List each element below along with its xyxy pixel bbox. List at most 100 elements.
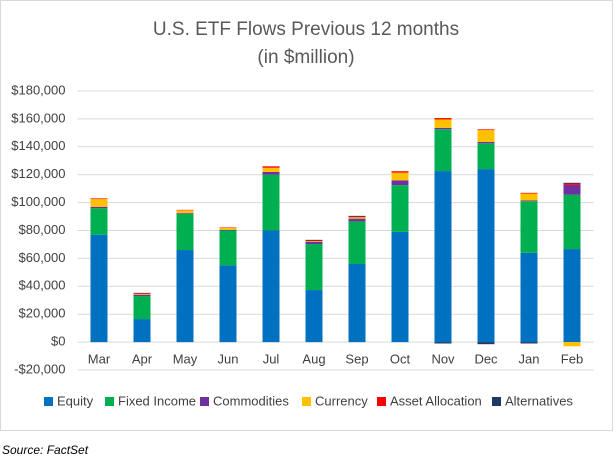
bar-segment xyxy=(262,174,280,231)
bar-segment xyxy=(305,241,323,242)
bar-segment xyxy=(520,342,538,344)
bar-segment xyxy=(391,231,409,343)
bar-segment xyxy=(391,180,409,186)
bar-segment xyxy=(434,118,452,120)
x-tick-label: Sep xyxy=(345,351,368,366)
bar-segment xyxy=(176,250,194,343)
x-tick-label: Dec xyxy=(474,351,498,366)
x-tick-label: Apr xyxy=(132,351,153,366)
bar-segment xyxy=(391,171,409,173)
bar-segment xyxy=(133,293,151,294)
legend-swatch xyxy=(44,397,53,406)
bar-segment xyxy=(477,129,495,131)
y-tick-label: $140,000 xyxy=(11,138,65,153)
bar-segment xyxy=(348,221,366,264)
bar-segment xyxy=(305,239,323,241)
bar-segment xyxy=(133,319,151,343)
chart-title: U.S. ETF Flows Previous 12 months xyxy=(153,19,459,40)
y-tick-label: -$20,000 xyxy=(14,361,65,376)
bar-segment xyxy=(477,141,495,144)
bar-segment xyxy=(219,227,237,230)
source-note: Source: FactSet xyxy=(2,443,89,457)
bar-segment xyxy=(262,166,280,168)
x-tick-label: Feb xyxy=(561,351,583,366)
bar-segment xyxy=(434,127,452,130)
bar-segment xyxy=(176,210,194,214)
legend-swatch xyxy=(492,397,501,406)
bar-segment xyxy=(477,342,495,345)
bar-segment xyxy=(348,218,366,222)
x-tick-label: Jan xyxy=(519,351,540,366)
legend-label: Equity xyxy=(57,393,94,408)
bar-segment xyxy=(520,200,538,202)
y-tick-label: $180,000 xyxy=(11,82,65,97)
legend-label: Fixed Income xyxy=(118,393,196,408)
bar-segment xyxy=(219,229,237,231)
bar-segment xyxy=(391,185,409,232)
bar-segment xyxy=(434,129,452,172)
bar-segment xyxy=(348,215,366,217)
x-tick-label: Oct xyxy=(390,351,411,366)
bar-segment xyxy=(477,169,495,343)
y-tick-label: $160,000 xyxy=(11,110,65,125)
bar-segment xyxy=(563,342,581,347)
bar-segment xyxy=(262,171,280,175)
y-tick-label: $0 xyxy=(51,334,65,349)
bar-segment xyxy=(90,199,108,207)
legend-label: Asset Allocation xyxy=(390,393,482,408)
bar-segment xyxy=(90,208,108,235)
x-tick-label: Aug xyxy=(302,351,325,366)
bar-segment xyxy=(305,244,323,291)
bar-segment xyxy=(477,130,495,142)
legend-swatch xyxy=(105,397,114,406)
bar-segment xyxy=(520,201,538,253)
chart-subtitle: (in $million) xyxy=(257,47,354,68)
bar-segment xyxy=(262,167,280,172)
bar-segment xyxy=(90,198,108,200)
legend-swatch xyxy=(377,397,386,406)
bar-segment xyxy=(348,217,366,219)
bar-segment xyxy=(520,193,538,201)
bar-segment xyxy=(563,184,581,195)
x-tick-label: Nov xyxy=(431,351,455,366)
bar-segment xyxy=(305,241,323,245)
bar-segment xyxy=(133,293,151,295)
bar-segment xyxy=(520,252,538,343)
y-tick-label: $100,000 xyxy=(11,194,65,209)
bar-segment xyxy=(563,249,581,343)
bar-segment xyxy=(262,230,280,343)
bar-segment xyxy=(305,240,323,242)
legend-label: Alternatives xyxy=(505,393,573,408)
bar-segment xyxy=(563,183,581,185)
bar-segment xyxy=(434,171,452,343)
x-tick-label: Jul xyxy=(263,351,280,366)
bar-segment xyxy=(348,263,366,343)
legend-label: Commodities xyxy=(213,393,289,408)
bar-segment xyxy=(434,342,452,344)
bar-segment xyxy=(391,172,409,181)
bar-segment xyxy=(176,213,194,251)
bar-segment xyxy=(90,206,108,209)
x-tick-label: May xyxy=(173,351,198,366)
bar-segment xyxy=(176,213,194,214)
y-tick-label: $60,000 xyxy=(19,250,66,265)
bar-segment xyxy=(520,192,538,194)
bar-segment xyxy=(348,216,366,218)
legend-swatch xyxy=(302,397,311,406)
bar-segment xyxy=(90,234,108,343)
bar-segment xyxy=(133,296,151,320)
y-tick-label: $40,000 xyxy=(19,278,66,293)
bar-segment xyxy=(434,119,452,128)
y-tick-label: $120,000 xyxy=(11,166,65,181)
y-tick-label: $80,000 xyxy=(19,222,66,237)
bar-segment xyxy=(305,290,323,343)
bar-segment xyxy=(563,182,581,184)
x-tick-label: Mar xyxy=(88,351,111,366)
legend-label: Currency xyxy=(315,393,368,408)
bar-segment xyxy=(219,230,237,266)
legend-swatch xyxy=(200,397,209,406)
y-tick-label: $20,000 xyxy=(19,306,66,321)
bar-segment xyxy=(219,265,237,343)
